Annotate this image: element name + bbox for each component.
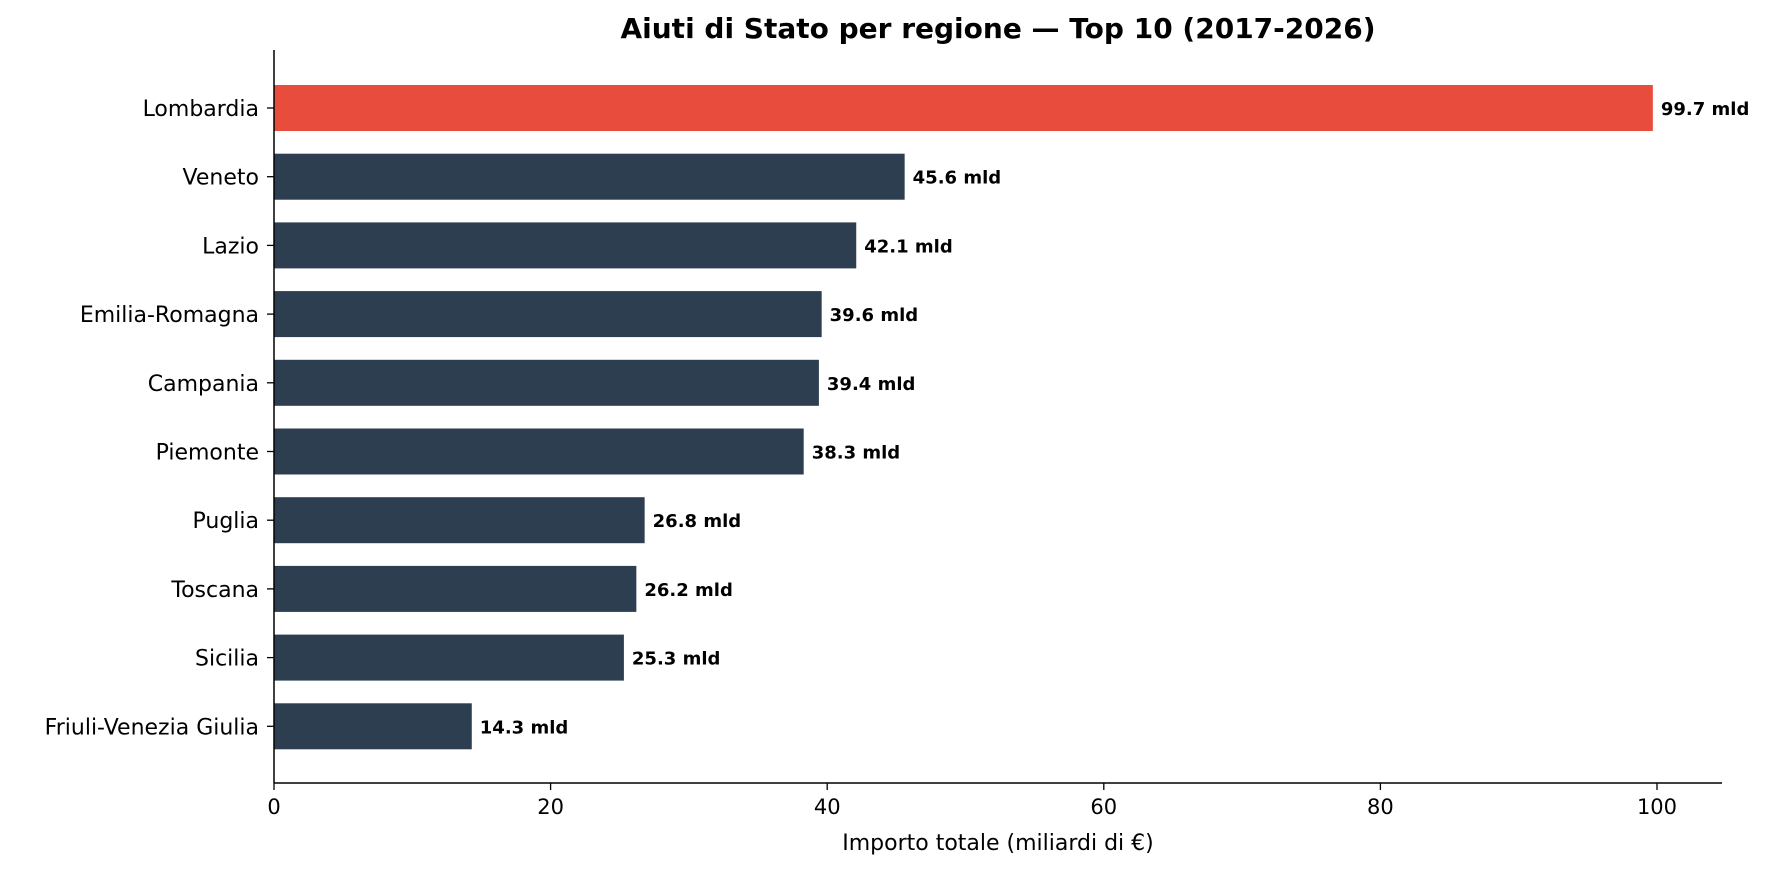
bar-7 [274,565,637,612]
axes-layer [267,50,1722,784]
bar-5 [274,428,804,475]
bar-6 [274,497,645,544]
category-label-8: Sicilia [195,647,259,672]
category-label-4: Campania [148,372,259,397]
x-ticks-layer: 0 20 40 60 80 100 [267,783,1677,819]
value-label-3: 39.6 mld [830,305,919,326]
bar-9 [274,703,472,750]
value-label-8: 25.3 mld [632,649,721,670]
x-tick-label-4: 80 [1367,795,1394,819]
bar-3 [274,291,822,338]
category-label-7: Toscana [170,578,259,603]
value-label-9: 14.3 mld [480,717,569,738]
value-labels-layer: 99.7 mld 45.6 mld 42.1 mld 39.6 mld 39.4 mld… [480,99,1750,738]
value-label-0: 99.7 mld [1661,99,1750,120]
value-label-2: 42.1 mld [864,236,953,257]
category-label-1: Veneto [183,166,259,191]
category-label-0: Lombardia [143,97,259,122]
category-label-3: Emilia-Romagna [80,303,259,328]
x-tick-label-0: 0 [267,795,280,819]
category-labels-layer: Lombardia Veneto Lazio Emilia-Romagna Campan… [45,97,259,740]
value-label-1: 45.6 mld [913,168,1002,189]
bars-layer [274,85,1653,750]
category-label-9: Friuli-Venezia Giulia [45,715,259,740]
value-label-7: 26.2 mld [644,580,733,601]
x-tick-label-1: 20 [537,795,564,819]
x-tick-label-5: 100 [1637,795,1677,819]
bar-4 [274,359,819,406]
x-axis-label: Importo totale (miliardi di €) [842,831,1154,856]
chart-title: Aiuti di Stato per regione — Top 10 (201… [620,12,1375,45]
value-label-5: 38.3 mld [812,443,901,464]
x-tick-label-3: 60 [1090,795,1117,819]
bar-8 [274,634,624,681]
category-label-5: Piemonte [156,441,259,466]
category-label-6: Puglia [193,509,260,534]
bar-2 [274,222,857,269]
category-label-2: Lazio [202,234,259,259]
value-label-4: 39.4 mld [827,374,916,395]
bar-1 [274,153,905,200]
bar-0 [274,85,1653,131]
x-tick-label-2: 40 [814,795,841,819]
value-label-6: 26.8 mld [653,511,742,532]
